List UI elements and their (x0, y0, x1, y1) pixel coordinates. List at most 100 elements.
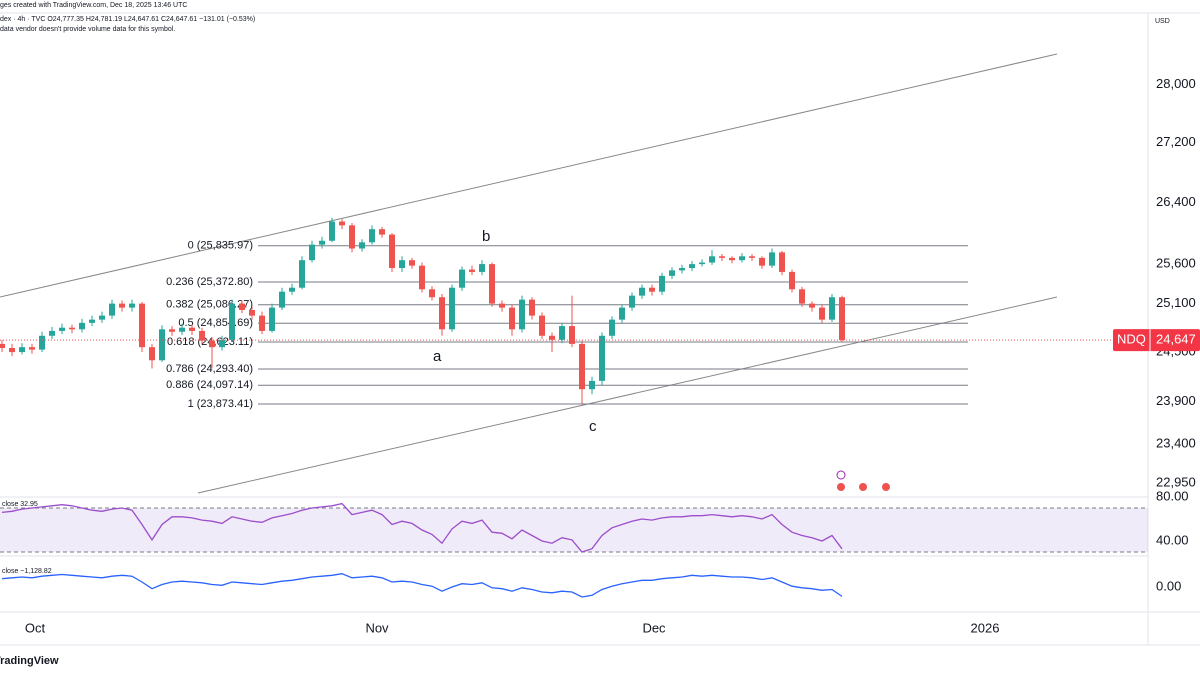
last-price: 24,647 (1156, 332, 1196, 347)
candle-body (79, 322, 85, 330)
candle-body (629, 295, 635, 308)
candle-body (119, 303, 125, 308)
candle-body (279, 291, 285, 308)
candle-body (89, 319, 95, 323)
candle-body (329, 221, 335, 241)
y-tick-label: 27,200 (1156, 134, 1196, 149)
event-icon[interactable] (836, 470, 846, 480)
candle-body (369, 229, 375, 243)
candle-body (669, 270, 675, 276)
candle-body (69, 327, 75, 330)
candle-body (759, 257, 765, 266)
x-tick-label: Nov (365, 620, 389, 635)
wave-label: c (589, 418, 597, 435)
symbol-tag (1113, 329, 1200, 352)
y-tick-label: 0.00 (1156, 578, 1181, 593)
candle-body (359, 242, 365, 249)
trend-line (0, 53, 1058, 298)
y-tick-label: 25,600 (1156, 256, 1196, 271)
candle-body (589, 380, 595, 390)
candle-body (679, 268, 685, 271)
candle-body (49, 330, 55, 336)
wave-label: b (482, 228, 490, 245)
y-tick-label: 28,000 (1156, 76, 1196, 91)
candle-body (549, 335, 555, 340)
candle-body (789, 271, 795, 290)
candle-body (309, 244, 315, 261)
candle-body (59, 327, 65, 331)
y-tick-label: 26,400 (1156, 194, 1196, 209)
candle-body (29, 347, 35, 350)
candle-body (809, 303, 815, 308)
candle-body (609, 319, 615, 336)
candle-body (379, 229, 385, 235)
candle-body (529, 299, 535, 316)
candle-body (139, 303, 145, 348)
candle-body (799, 289, 805, 304)
candle-body (229, 303, 235, 340)
candle-body (109, 303, 115, 316)
fib-label: 0.786 (24,293.40) (166, 363, 253, 375)
candle-body (829, 297, 835, 320)
candle-body (699, 262, 705, 265)
rsi-band (0, 508, 1148, 553)
candle-body (39, 335, 45, 350)
event-icon[interactable] (859, 483, 867, 491)
candle-body (449, 287, 455, 330)
x-tick-label: Oct (25, 620, 46, 635)
currency: USD (1155, 18, 1170, 25)
candle-body (249, 310, 255, 316)
candle-body (99, 315, 105, 320)
candle-body (9, 347, 15, 353)
candle-body (239, 303, 245, 311)
y-tick-label: 40.00 (1156, 532, 1189, 547)
candle-body (559, 326, 565, 340)
candle-body (209, 340, 215, 348)
header-line: dex · 4h · TVC O24,777.35 H24,781.19 L24… (0, 16, 255, 23)
candle-body (269, 307, 275, 331)
candle-body (579, 343, 585, 390)
rsi-label: close 32.95 (2, 501, 38, 508)
candle-body (839, 297, 845, 341)
event-icon[interactable] (882, 483, 890, 491)
candle-body (399, 260, 405, 269)
candle-body (619, 307, 625, 320)
candle-body (179, 327, 185, 332)
candle-body (539, 315, 545, 336)
candle-body (779, 252, 785, 272)
y-tick-label: 23,400 (1156, 436, 1196, 451)
trend-line (197, 296, 1058, 494)
candle-body (729, 257, 735, 261)
candle-body (289, 287, 295, 292)
candle-body (499, 303, 505, 308)
candle-body (459, 269, 465, 288)
x-tick-label: 2026 (971, 620, 1000, 635)
candle-body (429, 289, 435, 298)
header-line: ges created with TradingView.com, Dec 18… (0, 2, 187, 9)
candle-body (219, 339, 225, 348)
candle-body (0, 343, 6, 348)
oscillator-line (1, 573, 843, 598)
oscillator-label: close −1,128.82 (2, 568, 52, 575)
candle-body (479, 264, 485, 272)
candle-body (659, 275, 665, 292)
candle-body (519, 299, 525, 330)
candle-body (769, 252, 775, 266)
candle-body (419, 265, 425, 290)
fib-label: 0 (25,835.97) (188, 240, 253, 252)
candle-body (149, 347, 155, 361)
candle-body (749, 256, 755, 258)
candle-body (439, 297, 445, 330)
candle-body (409, 260, 415, 266)
x-tick-label: Dec (642, 620, 666, 635)
candle-body (159, 329, 165, 361)
candle-body (739, 256, 745, 261)
logo: TradingView (0, 655, 59, 667)
fib-label: 1 (23,873.41) (188, 398, 253, 410)
candle-body (169, 329, 175, 332)
event-icon[interactable] (837, 483, 845, 491)
candle-body (819, 307, 825, 320)
y-tick-label: 23,900 (1156, 393, 1196, 408)
candle-body (339, 221, 345, 226)
candle-body (489, 264, 495, 304)
